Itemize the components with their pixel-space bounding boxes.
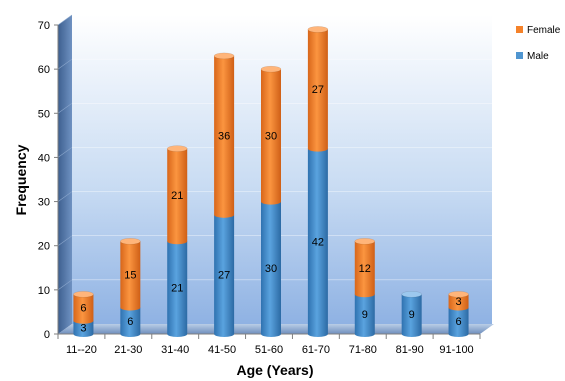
bar-male xyxy=(448,307,469,337)
gridline-side xyxy=(57,191,73,202)
data-label-male: 21 xyxy=(171,283,183,295)
bar-cap xyxy=(120,238,141,245)
y-tick-label: 60 xyxy=(38,64,50,76)
data-label-male: 3 xyxy=(80,322,86,334)
y-tick-label: 70 xyxy=(38,20,50,32)
y-axis-title: Frequency xyxy=(13,144,29,215)
x-tick-label: 11--20 xyxy=(66,344,97,356)
bar-female xyxy=(120,241,141,311)
x-tick-label: 31-40 xyxy=(161,344,189,356)
x-tick-labels: 11--20 21-30 31-40 41-50 51-60 61-70 71-80 81-9… xyxy=(66,344,474,356)
gridlines xyxy=(57,14,492,291)
y-tick-label: 10 xyxy=(38,285,50,297)
data-label-female: 3 xyxy=(455,296,461,308)
bar-male xyxy=(401,294,422,337)
gridline-side xyxy=(57,147,73,158)
bar-female xyxy=(448,294,469,311)
bar-female xyxy=(167,148,188,245)
bars xyxy=(73,26,469,337)
y-tick-labels: 0 10 20 30 40 50 60 70 xyxy=(38,20,50,341)
legend-swatch-female xyxy=(516,26,523,33)
bar-female xyxy=(354,241,375,298)
data-label-male: 27 xyxy=(218,269,230,281)
bar-male xyxy=(214,214,235,337)
bar-male xyxy=(73,320,94,337)
legend-label-male: Male xyxy=(527,51,549,62)
data-label-female: 12 xyxy=(359,263,371,275)
gridline-side xyxy=(57,14,73,26)
x-axis-title: Age (Years) xyxy=(236,362,313,378)
back-wall xyxy=(72,15,492,324)
bar-cap xyxy=(307,26,329,33)
bar-female xyxy=(214,55,235,218)
data-label-male: 9 xyxy=(409,309,415,321)
data-label-male: 6 xyxy=(455,316,461,328)
bar-male xyxy=(261,201,281,337)
bar-male xyxy=(354,294,375,337)
side-wall xyxy=(58,15,72,334)
data-label-male: 9 xyxy=(362,309,368,321)
y-tick-label: 0 xyxy=(44,329,50,341)
bar-male xyxy=(307,148,328,337)
data-label-male: 42 xyxy=(312,236,324,248)
gridline-side xyxy=(57,235,73,246)
legend: Female Male xyxy=(516,25,561,62)
y-tick-label: 20 xyxy=(38,241,50,253)
gridline-side xyxy=(57,58,73,70)
legend-swatch-male xyxy=(516,52,523,59)
y-tick-label: 40 xyxy=(38,152,50,164)
x-tick-label: 61-70 xyxy=(302,344,330,356)
bar-cap xyxy=(448,291,469,298)
data-label-female: 36 xyxy=(218,130,230,142)
bar-cap xyxy=(260,65,282,73)
x-tick-label: 41-50 xyxy=(208,344,236,356)
bar-cap xyxy=(73,291,94,298)
data-label-female: 27 xyxy=(312,84,324,96)
bar-female xyxy=(73,294,94,324)
bar-female xyxy=(307,29,328,152)
data-label-female: 21 xyxy=(171,190,183,202)
data-label-male: 6 xyxy=(127,316,133,328)
y-tick-label: 50 xyxy=(38,108,50,120)
data-label-female: 15 xyxy=(124,269,136,281)
x-tick-label: 51-60 xyxy=(255,344,283,356)
gridline-side xyxy=(57,103,73,114)
bar-male xyxy=(120,307,141,337)
bar-cap xyxy=(213,52,235,60)
x-tick-label: 21-30 xyxy=(114,344,142,356)
x-tick-label: 81-90 xyxy=(396,344,424,356)
x-tick-label: 71-80 xyxy=(349,344,377,356)
data-label-female: 6 xyxy=(80,303,86,315)
bar-cap xyxy=(401,291,422,298)
bar-cap xyxy=(354,238,376,245)
data-label-female: 30 xyxy=(265,130,277,142)
bar-male xyxy=(167,241,188,337)
bar-cap xyxy=(166,145,188,152)
data-label-male: 30 xyxy=(265,263,277,275)
legend-label-female: Female xyxy=(527,25,561,36)
y-tick-label: 30 xyxy=(38,197,50,209)
bar-female xyxy=(261,69,281,205)
x-tick-label: 91-100 xyxy=(439,344,473,356)
gridline-side xyxy=(57,279,73,291)
